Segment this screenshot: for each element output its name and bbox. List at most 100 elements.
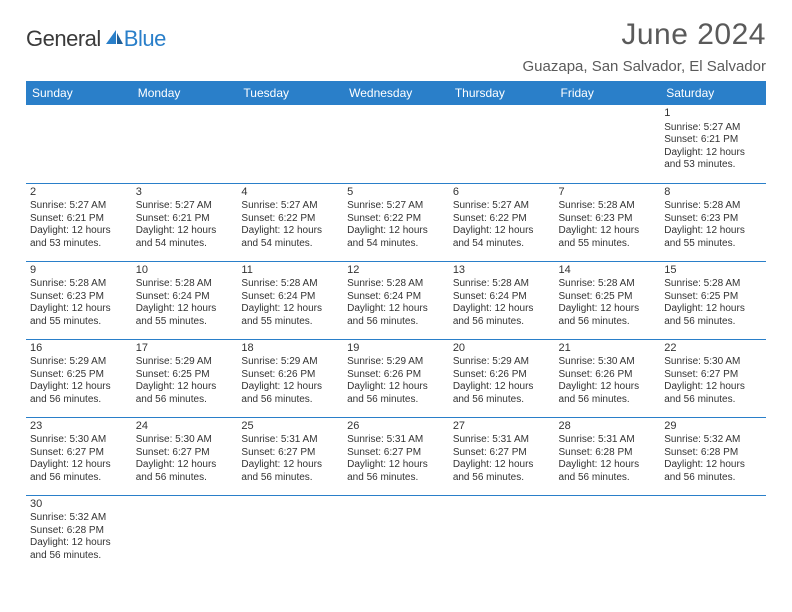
daylight-text: Daylight: 12 hours xyxy=(241,225,339,238)
daylight-text: and 56 minutes. xyxy=(559,472,657,485)
day-number: 27 xyxy=(453,420,551,434)
day-cell: 3Sunrise: 5:27 AMSunset: 6:21 PMDaylight… xyxy=(132,183,238,261)
sunset-text: Sunset: 6:28 PM xyxy=(30,525,128,538)
daylight-text: and 56 minutes. xyxy=(664,472,762,485)
calendar-body: 1Sunrise: 5:27 AMSunset: 6:21 PMDaylight… xyxy=(26,105,766,573)
sunset-text: Sunset: 6:25 PM xyxy=(136,369,234,382)
day-cell: 22Sunrise: 5:30 AMSunset: 6:27 PMDayligh… xyxy=(660,339,766,417)
daylight-text: Daylight: 12 hours xyxy=(453,225,551,238)
daylight-text: Daylight: 12 hours xyxy=(453,459,551,472)
daylight-text: Daylight: 12 hours xyxy=(30,459,128,472)
daylight-text: and 56 minutes. xyxy=(453,316,551,329)
daylight-text: and 53 minutes. xyxy=(664,159,762,172)
day-cell: 21Sunrise: 5:30 AMSunset: 6:26 PMDayligh… xyxy=(555,339,661,417)
sunrise-text: Sunrise: 5:27 AM xyxy=(347,200,445,213)
empty-cell xyxy=(660,495,766,573)
daylight-text: and 56 minutes. xyxy=(559,316,657,329)
sunset-text: Sunset: 6:27 PM xyxy=(664,369,762,382)
daylight-text: and 56 minutes. xyxy=(241,472,339,485)
day-cell: 7Sunrise: 5:28 AMSunset: 6:23 PMDaylight… xyxy=(555,183,661,261)
daylight-text: and 56 minutes. xyxy=(347,394,445,407)
header: General Blue June 2024 Guazapa, San Salv… xyxy=(26,18,766,75)
calendar-row: 16Sunrise: 5:29 AMSunset: 6:25 PMDayligh… xyxy=(26,339,766,417)
sunset-text: Sunset: 6:25 PM xyxy=(30,369,128,382)
sunset-text: Sunset: 6:27 PM xyxy=(453,447,551,460)
day-cell: 5Sunrise: 5:27 AMSunset: 6:22 PMDaylight… xyxy=(343,183,449,261)
day-cell: 2Sunrise: 5:27 AMSunset: 6:21 PMDaylight… xyxy=(26,183,132,261)
daylight-text: and 56 minutes. xyxy=(347,316,445,329)
sunset-text: Sunset: 6:26 PM xyxy=(453,369,551,382)
day-cell: 14Sunrise: 5:28 AMSunset: 6:25 PMDayligh… xyxy=(555,261,661,339)
day-number: 29 xyxy=(664,420,762,434)
day-number: 16 xyxy=(30,342,128,356)
sunrise-text: Sunrise: 5:32 AM xyxy=(664,434,762,447)
daylight-text: Daylight: 12 hours xyxy=(347,303,445,316)
daylight-text: and 56 minutes. xyxy=(664,394,762,407)
day-number: 8 xyxy=(664,186,762,200)
day-cell: 18Sunrise: 5:29 AMSunset: 6:26 PMDayligh… xyxy=(237,339,343,417)
col-header: Monday xyxy=(132,81,238,105)
day-number: 9 xyxy=(30,264,128,278)
daylight-text: and 56 minutes. xyxy=(241,394,339,407)
logo: General Blue xyxy=(26,18,166,52)
day-cell: 11Sunrise: 5:28 AMSunset: 6:24 PMDayligh… xyxy=(237,261,343,339)
daylight-text: and 53 minutes. xyxy=(30,238,128,251)
sunrise-text: Sunrise: 5:29 AM xyxy=(241,356,339,369)
sunset-text: Sunset: 6:23 PM xyxy=(30,291,128,304)
day-number: 21 xyxy=(559,342,657,356)
day-number: 12 xyxy=(347,264,445,278)
daylight-text: and 56 minutes. xyxy=(136,394,234,407)
daylight-text: Daylight: 12 hours xyxy=(241,303,339,316)
sunset-text: Sunset: 6:25 PM xyxy=(664,291,762,304)
calendar-header: SundayMondayTuesdayWednesdayThursdayFrid… xyxy=(26,81,766,105)
daylight-text: Daylight: 12 hours xyxy=(30,537,128,550)
daylight-text: and 56 minutes. xyxy=(30,550,128,563)
empty-cell xyxy=(555,105,661,183)
sunset-text: Sunset: 6:27 PM xyxy=(347,447,445,460)
daylight-text: Daylight: 12 hours xyxy=(453,381,551,394)
sunset-text: Sunset: 6:23 PM xyxy=(664,213,762,226)
daylight-text: and 55 minutes. xyxy=(136,316,234,329)
day-number: 18 xyxy=(241,342,339,356)
daylight-text: and 56 minutes. xyxy=(453,394,551,407)
sunset-text: Sunset: 6:24 PM xyxy=(241,291,339,304)
daylight-text: Daylight: 12 hours xyxy=(30,303,128,316)
sunrise-text: Sunrise: 5:27 AM xyxy=(453,200,551,213)
col-header: Wednesday xyxy=(343,81,449,105)
daylight-text: and 56 minutes. xyxy=(30,472,128,485)
day-number: 25 xyxy=(241,420,339,434)
logo-text-a: General xyxy=(26,26,101,52)
sunrise-text: Sunrise: 5:27 AM xyxy=(664,122,762,135)
day-cell: 13Sunrise: 5:28 AMSunset: 6:24 PMDayligh… xyxy=(449,261,555,339)
daylight-text: and 56 minutes. xyxy=(664,316,762,329)
daylight-text: and 56 minutes. xyxy=(453,472,551,485)
day-number: 5 xyxy=(347,186,445,200)
daylight-text: and 54 minutes. xyxy=(136,238,234,251)
daylight-text: and 55 minutes. xyxy=(30,316,128,329)
day-number: 1 xyxy=(664,107,762,121)
daylight-text: and 54 minutes. xyxy=(347,238,445,251)
day-cell: 24Sunrise: 5:30 AMSunset: 6:27 PMDayligh… xyxy=(132,417,238,495)
sunset-text: Sunset: 6:22 PM xyxy=(453,213,551,226)
day-number: 22 xyxy=(664,342,762,356)
sunrise-text: Sunrise: 5:29 AM xyxy=(30,356,128,369)
daylight-text: and 55 minutes. xyxy=(664,238,762,251)
sunset-text: Sunset: 6:28 PM xyxy=(559,447,657,460)
empty-cell xyxy=(343,105,449,183)
daylight-text: Daylight: 12 hours xyxy=(664,381,762,394)
day-number: 23 xyxy=(30,420,128,434)
daylight-text: Daylight: 12 hours xyxy=(347,459,445,472)
sunset-text: Sunset: 6:23 PM xyxy=(559,213,657,226)
sunrise-text: Sunrise: 5:28 AM xyxy=(241,278,339,291)
page: General Blue June 2024 Guazapa, San Salv… xyxy=(0,0,792,583)
sunrise-text: Sunrise: 5:31 AM xyxy=(347,434,445,447)
sunrise-text: Sunrise: 5:28 AM xyxy=(30,278,128,291)
sunset-text: Sunset: 6:24 PM xyxy=(136,291,234,304)
empty-cell xyxy=(132,105,238,183)
sunrise-text: Sunrise: 5:28 AM xyxy=(347,278,445,291)
sunrise-text: Sunrise: 5:32 AM xyxy=(30,512,128,525)
daylight-text: Daylight: 12 hours xyxy=(664,459,762,472)
calendar-row: 1Sunrise: 5:27 AMSunset: 6:21 PMDaylight… xyxy=(26,105,766,183)
day-number: 6 xyxy=(453,186,551,200)
location: Guazapa, San Salvador, El Salvador xyxy=(523,58,767,75)
